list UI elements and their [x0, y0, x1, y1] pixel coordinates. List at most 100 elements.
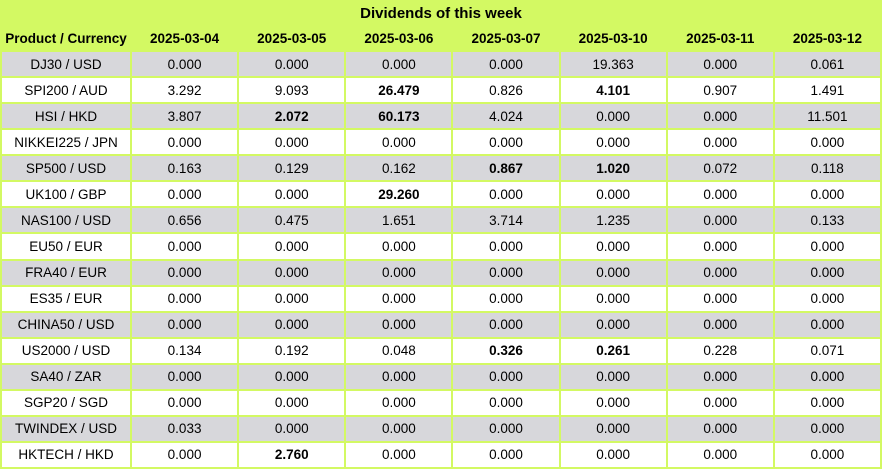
date-header: 2025-03-07: [452, 26, 560, 51]
product-cell: UK100 / GBP: [0, 180, 132, 209]
dividend-value-cell: 0.228: [665, 336, 775, 365]
dividend-value-cell: 0.000: [558, 102, 668, 131]
dividend-value-cell: 0.000: [237, 128, 347, 157]
product-cell: NIKKEI225 / JPN: [0, 128, 132, 157]
table-row: NAS100 / USD 0.656 0.475 1.651 3.714 1.235 0.0…: [0, 206, 882, 235]
dividend-value-cell: 0.000: [129, 440, 240, 469]
table-row: TWINDEX / USD 0.033 0.000 0.000 0.000 0.000 0.…: [0, 414, 882, 443]
table-row: SA40 / ZAR 0.000 0.000 0.000 0.000 0.000 0.000…: [0, 362, 882, 391]
product-cell: SPI200 / AUD: [0, 76, 132, 105]
dividend-value-cell: 0.000: [237, 310, 347, 339]
dividend-value-cell: 0.000: [558, 258, 668, 287]
table-row: HSI / HKD 3.807 2.072 60.173 4.024 0.000 0.000…: [0, 102, 882, 131]
dividend-value-cell: 1.020: [558, 154, 668, 183]
dividend-value-cell: 0.000: [237, 258, 347, 287]
product-cell: HKTECH / HKD: [0, 440, 132, 469]
dividend-value-cell: 2.760: [237, 440, 347, 469]
dividend-value-cell: 0.000: [129, 362, 240, 391]
dividend-value-cell: 0.000: [344, 310, 454, 339]
dividend-value-cell: 1.235: [558, 206, 668, 235]
dividend-value-cell: 0.000: [451, 258, 561, 287]
dividend-value-cell: 0.000: [237, 362, 347, 391]
dividend-value-cell: 0.000: [344, 414, 454, 443]
product-cell: FRA40 / EUR: [0, 258, 132, 287]
dividend-value-cell: 9.093: [237, 76, 347, 105]
dividend-value-cell: 0.000: [344, 258, 454, 287]
dividend-value-cell: 0.000: [558, 440, 668, 469]
dividend-value-cell: 0.000: [451, 388, 561, 417]
table-row: ES35 / EUR 0.000 0.000 0.000 0.000 0.000 0.000…: [0, 284, 882, 313]
dividend-value-cell: 0.000: [237, 284, 347, 313]
dividend-value-cell: 0.000: [772, 128, 882, 157]
product-cell: HSI / HKD: [0, 102, 132, 131]
product-cell: EU50 / EUR: [0, 232, 132, 261]
dividend-value-cell: 0.000: [558, 414, 668, 443]
dividend-value-cell: 0.000: [665, 388, 775, 417]
dividend-value-cell: 0.000: [665, 206, 775, 235]
product-cell: DJ30 / USD: [0, 49, 132, 79]
product-currency-header: Product / Currency: [1, 26, 131, 51]
dividend-value-cell: 0.000: [451, 180, 561, 209]
header-row: Product / Currency 2025-03-04 2025-03-05 20…: [1, 26, 881, 51]
date-header: 2025-03-06: [345, 26, 453, 51]
dividend-value-cell: 0.061: [772, 49, 882, 79]
dividend-value-cell: 0.000: [129, 388, 240, 417]
dividend-value-cell: 0.000: [665, 102, 775, 131]
date-header: 2025-03-11: [666, 26, 774, 51]
dividend-value-cell: 0.475: [237, 206, 347, 235]
dividend-value-cell: 0.000: [451, 232, 561, 261]
dividend-value-cell: 0.000: [344, 440, 454, 469]
dividend-value-cell: 11.501: [772, 102, 882, 131]
table-row: UK100 / GBP 0.000 0.000 29.260 0.000 0.000 0.0…: [0, 180, 882, 209]
dividend-value-cell: 0.000: [558, 310, 668, 339]
dividend-value-cell: 29.260: [344, 180, 454, 209]
dividend-value-cell: 0.000: [665, 310, 775, 339]
dividend-value-cell: 60.173: [344, 102, 454, 131]
dividend-value-cell: 0.000: [344, 232, 454, 261]
product-cell: SP500 / USD: [0, 154, 132, 183]
dividend-value-cell: 0.907: [665, 76, 775, 105]
dividend-value-cell: 0.000: [772, 440, 882, 469]
dividend-value-cell: 0.000: [237, 232, 347, 261]
dividend-value-cell: 0.000: [129, 232, 240, 261]
dividend-value-cell: 0.048: [344, 336, 454, 365]
dividend-value-cell: 0.000: [772, 388, 882, 417]
dividend-value-cell: 0.118: [772, 154, 882, 183]
dividend-value-cell: 0.163: [129, 154, 240, 183]
dividend-value-cell: 0.162: [344, 154, 454, 183]
product-cell: SGP20 / SGD: [0, 388, 132, 417]
product-cell: CHINA50 / USD: [0, 310, 132, 339]
dividend-value-cell: 0.033: [129, 414, 240, 443]
table-row: CHINA50 / USD 0.000 0.000 0.000 0.000 0.000 0.…: [0, 310, 882, 339]
dividend-value-cell: 0.826: [451, 76, 561, 105]
dividend-value-cell: 0.000: [772, 284, 882, 313]
dividend-value-cell: 0.071: [772, 336, 882, 365]
dividend-value-cell: 0.000: [558, 232, 668, 261]
dividend-value-cell: 0.000: [344, 388, 454, 417]
dividend-value-cell: 0.000: [665, 258, 775, 287]
table-title: Dividends of this week: [1, 0, 881, 26]
dividend-value-cell: 0.129: [237, 154, 347, 183]
dividend-value-cell: 0.000: [772, 362, 882, 391]
dividend-value-cell: 0.000: [129, 128, 240, 157]
dividend-value-cell: 0.134: [129, 336, 240, 365]
date-header: 2025-03-12: [773, 26, 881, 51]
dividend-value-cell: 0.000: [772, 180, 882, 209]
table-row: NIKKEI225 / JPN 0.000 0.000 0.000 0.000 0.000…: [0, 128, 882, 157]
dividend-value-cell: 0.000: [237, 49, 347, 79]
date-header: 2025-03-05: [238, 26, 346, 51]
dividend-value-cell: 3.714: [451, 206, 561, 235]
date-header: 2025-03-10: [559, 26, 667, 51]
product-cell: NAS100 / USD: [0, 206, 132, 235]
dividend-value-cell: 0.192: [237, 336, 347, 365]
dividend-value-cell: 2.072: [237, 102, 347, 131]
dividend-value-cell: 0.000: [451, 49, 561, 79]
product-cell: SA40 / ZAR: [0, 362, 132, 391]
dividend-value-cell: 0.000: [129, 49, 240, 79]
dividend-value-cell: 0.261: [558, 336, 668, 365]
product-cell: US2000 / USD: [0, 336, 132, 365]
dividend-value-cell: 0.000: [237, 388, 347, 417]
dividend-value-cell: 0.000: [451, 128, 561, 157]
table-row: SGP20 / SGD 0.000 0.000 0.000 0.000 0.000 0.00…: [0, 388, 882, 417]
